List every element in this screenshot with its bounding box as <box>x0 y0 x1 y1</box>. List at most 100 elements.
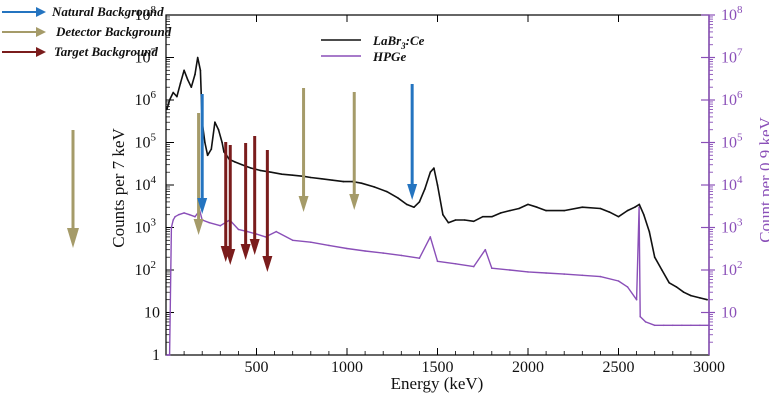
detector-arrow-head <box>349 194 360 210</box>
hpge-data-point <box>275 230 278 233</box>
detector-arrow-left-icon <box>67 130 79 248</box>
hpge-data-point <box>400 254 403 257</box>
hpge-data-point <box>237 228 240 231</box>
labr-data-point <box>643 213 645 216</box>
y-left-tick-label: 108 <box>135 4 157 24</box>
labr-data-point <box>472 220 475 223</box>
hpge-data-point <box>436 260 439 263</box>
labr-data-point <box>617 215 620 218</box>
labr-data-point <box>194 73 196 76</box>
labr-data-point <box>186 78 189 81</box>
arrow-legend-target-label: Target Background <box>54 44 158 59</box>
hpge-data-point <box>291 239 294 242</box>
hpge-data-point <box>418 257 421 260</box>
x-tick-label: 2500 <box>603 359 635 376</box>
labr-data-point <box>424 188 426 190</box>
series-line-labr <box>166 56 708 301</box>
hpge-data-point <box>617 280 620 282</box>
labr-data-point <box>196 56 199 59</box>
labr-data-point <box>634 206 636 208</box>
labr-data-point <box>442 213 444 216</box>
labr-data-point <box>608 211 611 213</box>
labr-data-point <box>527 203 529 206</box>
labr-data-point <box>433 167 435 169</box>
target-arrow-head <box>262 256 273 272</box>
labr-data-point <box>491 215 493 218</box>
labr-data-point <box>176 95 178 98</box>
labr-data-point <box>668 282 670 284</box>
labr-data-point <box>166 108 168 111</box>
peak-arrows <box>193 84 418 272</box>
target-arrow-head <box>240 244 251 260</box>
labr-data-point <box>310 176 312 179</box>
y-left-tick-label: 102 <box>135 259 157 279</box>
hpge-data-point <box>167 354 169 356</box>
labr-data-point <box>250 167 252 169</box>
labr-data-point <box>706 298 708 301</box>
arrow-legend-detector-label: Detector Background <box>55 24 172 39</box>
y-left-tick-label: 10 <box>144 305 160 322</box>
labr-data-point <box>342 180 345 183</box>
hpge-data-point <box>429 236 432 238</box>
y-right-tick-label: 106 <box>721 89 743 109</box>
y-right-tick-label: 107 <box>721 47 743 67</box>
detector-arrow-head <box>193 219 204 235</box>
hpge-data-point <box>382 252 385 254</box>
hpge-data-point <box>328 244 330 247</box>
labr-data-point <box>690 294 692 297</box>
labr-data-point <box>545 209 547 212</box>
hpge-data-point <box>663 324 665 327</box>
labr-data-point <box>454 219 457 221</box>
hpge-data-point <box>168 354 171 356</box>
target-arrow-head <box>249 239 260 255</box>
labr-data-point <box>291 174 294 176</box>
hpge-data-point <box>364 250 366 252</box>
x-tick-label: 500 <box>245 359 269 376</box>
labr-data-point <box>206 154 209 157</box>
series-lines <box>166 56 710 356</box>
y-left-tick-label: 104 <box>135 174 157 194</box>
legend-label-hpge: HPGe <box>372 49 406 64</box>
labr-data-point <box>447 221 450 224</box>
hpge-data-point <box>208 221 211 224</box>
labr-data-point <box>168 99 171 101</box>
hpge-data-point <box>194 215 196 218</box>
hpge-data-point <box>219 224 222 227</box>
labr-data-point <box>648 230 651 233</box>
y-axis-right-title: Count per 0.9 keV <box>756 116 769 242</box>
labr-data-point <box>214 121 216 123</box>
labr-data-point <box>563 209 565 212</box>
y-axis-right-ticks: 10 102 103 104 105 106 107 108 <box>701 4 743 343</box>
hpge-data-point <box>581 274 584 277</box>
arrow-legend-detector: Detector Background <box>2 24 172 39</box>
labr-data-point <box>183 69 185 72</box>
labr-data-point <box>436 184 439 186</box>
y-right-tick-label: 103 <box>721 217 743 237</box>
hpge-data-point <box>635 298 638 301</box>
hpge-data-point <box>699 324 701 327</box>
labr-data-point <box>190 86 193 88</box>
labr-data-point <box>413 206 415 208</box>
labr-data-point <box>675 286 678 288</box>
labr-data-point <box>518 207 520 210</box>
hpge-data-point <box>653 324 656 327</box>
hpge-data-point <box>681 324 683 327</box>
labr-data-point <box>509 209 511 212</box>
hpge-data-point <box>454 263 457 265</box>
labr-data-point <box>199 69 202 72</box>
y-left-tick-label: 106 <box>135 89 157 109</box>
natural-arrow-head <box>197 198 208 214</box>
y-right-tick-label: 10 <box>721 305 737 322</box>
hpge-data-point <box>599 275 602 278</box>
labr-data-point <box>682 291 685 294</box>
hpge-data-point <box>690 324 692 327</box>
y-axis-left-title: Counts per 7 keV <box>109 128 128 248</box>
labr-data-point <box>536 206 538 208</box>
target-arrow-head <box>225 249 236 265</box>
labr-data-point <box>320 178 323 180</box>
labr-data-point <box>179 82 182 84</box>
hpge-data-point <box>545 272 547 274</box>
legend-label-labr: LaBr3:Ce <box>372 33 425 51</box>
arrow-legend-target: Target Background <box>2 44 158 59</box>
